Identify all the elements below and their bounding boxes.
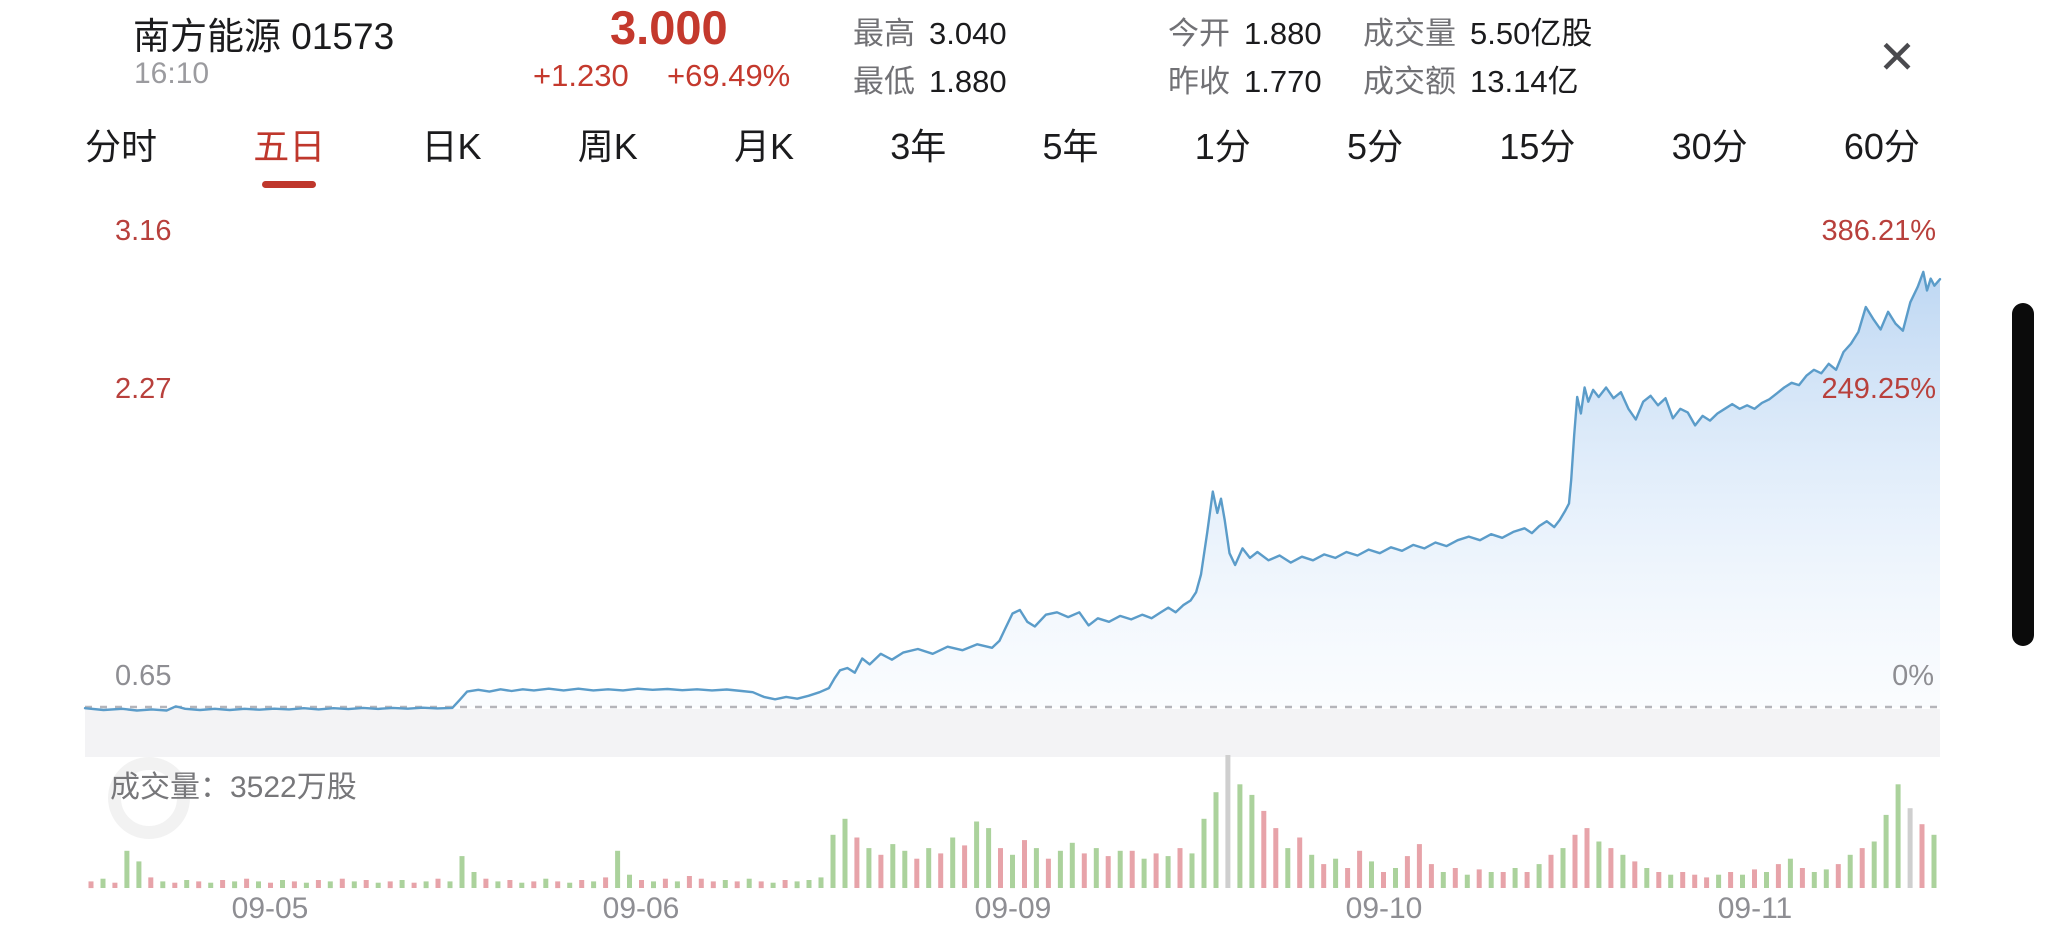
below-baseline-band <box>85 709 1940 757</box>
tab-60-min[interactable]: 60分 <box>1843 126 1920 167</box>
tab-minute[interactable]: 分时 <box>85 126 158 167</box>
scrollbar-handle[interactable] <box>2012 303 2034 646</box>
price-line <box>83 270 1942 712</box>
y-axis-price-top: 3.16 <box>115 215 172 247</box>
stat-open: 今开 1.880 <box>1168 16 1322 51</box>
x-axis-date-1: 09-05 <box>231 892 309 925</box>
y-axis-pct-top: 386.21% <box>1821 215 1937 247</box>
stat-volume: 成交量 5.50亿股 <box>1363 16 1593 51</box>
tab-monthly-k[interactable]: 月K <box>734 126 795 167</box>
quote-time: 16:10 <box>134 57 210 90</box>
tab-five-day[interactable]: 五日 <box>253 118 325 188</box>
price-change: +1.230 <box>533 58 629 93</box>
stat-low: 最低 1.880 <box>853 64 1007 99</box>
tab-weekly-k[interactable]: 周K <box>577 126 638 167</box>
stat-prev-close: 昨收 1.770 <box>1168 64 1322 99</box>
stat-high: 最高 3.040 <box>853 16 1007 51</box>
tab-5-min[interactable]: 5分 <box>1347 126 1404 167</box>
x-axis-date-2: 09-06 <box>602 892 680 925</box>
x-axis-date-3: 09-09 <box>974 892 1052 925</box>
y-axis-pct-mid: 249.25% <box>1821 373 1937 405</box>
y-axis-pct-base: 0% <box>1892 660 1934 692</box>
tab-1-min[interactable]: 1分 <box>1194 126 1251 167</box>
tab-3-year[interactable]: 3年 <box>890 126 947 167</box>
y-axis-price-mid: 2.27 <box>115 373 172 405</box>
volume-caption: 成交量：3522万股 <box>110 771 357 804</box>
y-axis-price-base: 0.65 <box>115 660 172 692</box>
price-area-fill <box>85 271 1940 711</box>
stat-turnover: 成交额 13.14亿 <box>1363 64 1579 99</box>
tab-15-min[interactable]: 15分 <box>1499 126 1576 167</box>
tab-30-min[interactable]: 30分 <box>1671 126 1748 167</box>
volume-bars <box>88 755 1937 889</box>
tab-daily-k[interactable]: 日K <box>421 126 482 167</box>
x-axis-date-4: 09-10 <box>1345 892 1423 925</box>
period-tabbar: 分时 五日 日K 周K 月K 3年 5年 1分 5分 15分 30分 60分 <box>85 118 1920 188</box>
price-change-percent: +69.49% <box>667 58 791 93</box>
last-price: 3.000 <box>610 1 728 54</box>
tab-5-year[interactable]: 5年 <box>1042 126 1099 167</box>
stock-name-and-code: 南方能源 01573 <box>133 16 395 57</box>
close-icon[interactable]: ✕ <box>1877 31 1917 83</box>
x-axis-date-5: 09-11 <box>1717 892 1793 925</box>
